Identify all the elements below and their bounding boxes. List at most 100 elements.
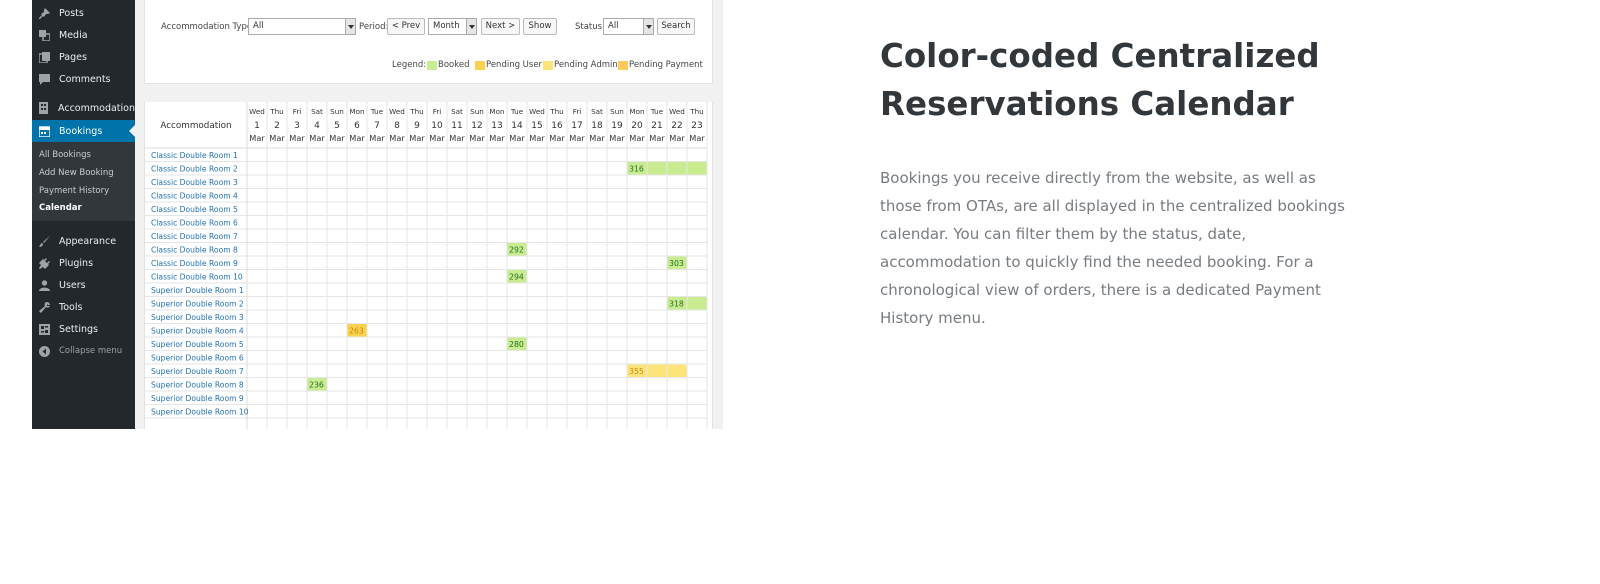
day-number-label: 4 [314,121,320,131]
room-name-link[interactable]: Superior Double Room 1 [151,286,244,295]
month-label: Mar [529,133,545,143]
booking-bar [507,242,527,256]
month-label: Mar [269,133,285,143]
pages-icon [38,51,50,63]
day-of-week-label: Sat [311,107,323,116]
booking-id: 263 [349,327,364,336]
booking-bar [507,337,527,351]
room-name-link[interactable]: Classic Double Room 2 [151,165,238,174]
booking-id: 303 [669,259,684,268]
room-name-link[interactable]: Superior Double Room 8 [151,381,244,390]
submenu-add-new-booking[interactable]: Add New Booking [39,168,114,178]
room-name-link[interactable]: Classic Double Room 6 [151,219,238,228]
period-select[interactable]: Month [428,18,477,35]
collapse-menu-button[interactable]: Collapse menu [32,340,135,362]
room-name-link[interactable]: Superior Double Room 6 [151,354,244,363]
bookings-submenu: All Bookings Add New Booking Payment His… [32,142,135,221]
day-of-week-label: Wed [669,107,685,116]
month-label: Mar [389,133,405,143]
submenu-all-bookings[interactable]: All Bookings [39,150,91,160]
sidebar-item-pages[interactable]: Pages [32,46,135,68]
room-name-link[interactable]: Superior Double Room 2 [151,300,244,309]
day-number-label: 12 [471,121,482,131]
sidebar-item-bookings[interactable]: Bookings [32,120,135,142]
day-number-label: 14 [511,121,523,131]
day-of-week-label: Wed [249,107,265,116]
legend-swatch-pending-payment [618,61,628,70]
room-name-link[interactable]: Classic Double Room 8 [151,246,238,255]
room-name-link[interactable]: Classic Double Room 1 [151,151,238,160]
sidebar-item-appearance[interactable]: Appearance [32,230,135,252]
sidebar-item-tools[interactable]: Tools [32,296,135,318]
sidebar-item-media[interactable]: Media [32,24,135,46]
room-name-link[interactable]: Classic Double Room 7 [151,232,238,241]
sidebar-item-label: Tools [59,301,83,313]
accommodation-type-select[interactable]: All [248,18,356,35]
media-icon [38,29,50,41]
room-name-link[interactable]: Classic Double Room 10 [151,273,243,282]
wrench-icon [38,301,50,313]
chevron-down-icon [643,19,653,34]
month-label: Mar [429,133,445,143]
room-name-link[interactable]: Superior Double Room 9 [151,394,244,403]
sidebar-item-posts[interactable]: Posts [32,2,135,24]
booking-id: 294 [509,273,524,282]
room-name-link[interactable]: Superior Double Room 7 [151,367,244,376]
prev-button[interactable]: < Prev [387,18,425,35]
next-button[interactable]: Next > [481,18,520,35]
filter-panel: Accommodation Type: All Period: < Prev M… [144,0,713,84]
sidebar-item-label: Bookings [59,125,103,137]
sidebar-item-comments[interactable]: Comments [32,68,135,90]
day-number-label: 7 [374,121,380,131]
submenu-payment-history[interactable]: Payment History [39,186,110,196]
booking-id: 292 [509,246,524,255]
bookings-calendar: 316 292 303 294 318 263 280 355 236 Accommodation… [144,102,713,429]
show-button[interactable]: Show [523,18,557,35]
day-number-label: 20 [631,121,643,131]
settings-icon [38,323,50,335]
day-of-week-label: Tue [370,107,384,116]
pin-icon [38,7,50,19]
day-of-week-label: Wed [529,107,545,116]
day-of-week-label: Thu [269,107,284,116]
day-number-label: 19 [611,121,623,131]
booking-id: 316 [629,165,644,174]
booking-id: 236 [309,381,324,390]
submenu-calendar[interactable]: Calendar [39,203,82,213]
status-label: Status: [575,22,605,32]
status-value: All [608,21,619,31]
room-name-link[interactable]: Superior Double Room 5 [151,340,244,349]
room-name-link[interactable]: Superior Double Room 3 [151,313,244,322]
day-of-week-label: Thu [549,107,564,116]
day-of-week-label: Mon [489,107,504,116]
day-of-week-label: Fri [293,107,302,116]
day-of-week-label: Mon [349,107,364,116]
day-of-week-label: Fri [573,107,582,116]
day-of-week-label: Sat [451,107,463,116]
sidebar-item-settings[interactable]: Settings [32,318,135,340]
room-name-link[interactable]: Classic Double Room 4 [151,192,238,201]
room-name-link[interactable]: Classic Double Room 3 [151,178,238,187]
room-name-link[interactable]: Superior Double Room 4 [151,327,244,336]
month-label: Mar [469,133,485,143]
day-number-label: 5 [334,121,340,131]
room-name-link[interactable]: Superior Double Room 10 [151,408,249,417]
day-of-week-label: Sat [591,107,603,116]
calendar-grid: 316292303294318263280355236Accommodation… [145,102,708,429]
collapse-icon [38,345,50,357]
room-name-link[interactable]: Classic Double Room 9 [151,259,238,268]
admin-screenshot: Posts Media Pages Comments Accommodation [32,0,723,429]
sidebar-item-users[interactable]: Users [32,274,135,296]
status-select[interactable]: All [603,18,654,35]
month-label: Mar [369,133,385,143]
sidebar-item-accommodation[interactable]: Accommodation [32,97,135,119]
search-button[interactable]: Search [657,18,695,35]
month-label: Mar [549,133,565,143]
room-name-link[interactable]: Classic Double Room 5 [151,205,238,214]
collapse-menu-label: Collapse menu [59,346,123,356]
sidebar-item-plugins[interactable]: Plugins [32,252,135,274]
sidebar-item-label: Comments [59,73,111,85]
day-of-week-label: Thu [689,107,704,116]
sidebar-item-label: Settings [59,323,98,335]
sidebar-item-label: Posts [59,7,84,19]
